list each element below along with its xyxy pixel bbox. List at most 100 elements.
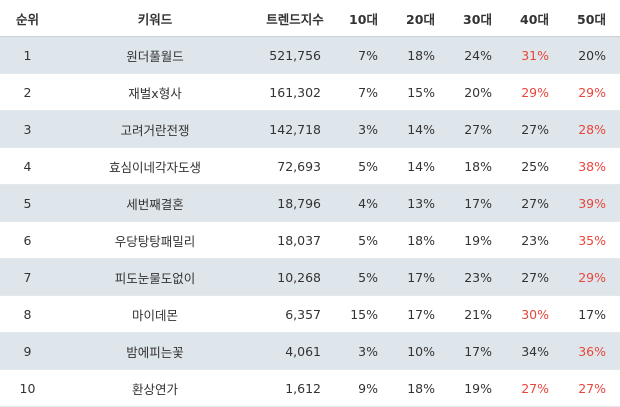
table-row: 6 우당탕탕패밀리 18,037 5% 18% 19% 23% 35% [0,221,620,259]
table-cell: 3 [0,110,55,148]
table-cell: 7% [335,73,392,111]
table-cell: 7 [0,258,55,296]
table-cell: 우당탕탕패밀리 [55,221,255,259]
table-cell: 7% [335,36,392,74]
table-cell: 28% [563,110,620,148]
table-cell: 13% [392,184,449,222]
table-cell: 2 [0,73,55,111]
table-cell: 17% [563,295,620,333]
table-cell: 마이데몬 [55,295,255,333]
table-body: 1 원더풀월드 521,756 7% 18% 24% 31% 20% 2 재벌x형사 161,302… [0,36,620,407]
table-cell: 39% [563,184,620,222]
table-cell: 20% [449,73,506,111]
table-row: 7 피도눈물도없이 10,268 5% 17% 23% 27% 29% [0,258,620,296]
table-cell: 15% [392,73,449,111]
table-row: 8 마이데몬 6,357 15% 17% 21% 30% 17% [0,295,620,333]
table-cell: 5% [335,258,392,296]
table-row: 9 밤에피는꽃 4,061 3% 10% 17% 34% 36% [0,332,620,370]
table-cell: 세번째결혼 [55,184,255,222]
table-cell: 30% [506,295,563,333]
table-cell: 4% [335,184,392,222]
table-cell: 18% [392,221,449,259]
table-cell: 31% [506,36,563,74]
table-cell: 피도눈물도없이 [55,258,255,296]
table-cell: 36% [563,332,620,370]
column-header: 순위 [0,0,55,37]
table-cell: 34% [506,332,563,370]
table-cell: 10 [0,369,55,407]
header-row: 순위 키워드 트렌드지수 10대 20대 30대 40대 50대 [0,0,620,37]
table-cell: 19% [449,221,506,259]
table-cell: 5% [335,221,392,259]
table-cell: 14% [392,147,449,185]
table-cell: 17% [449,184,506,222]
table-cell: 23% [449,258,506,296]
table-cell: 효심이네각자도생 [55,147,255,185]
table-cell: 38% [563,147,620,185]
table-cell: 18% [449,147,506,185]
table-row: 2 재벌x형사 161,302 7% 15% 20% 29% 29% [0,73,620,111]
table-cell: 6 [0,221,55,259]
table-row: 4 효심이네각자도생 72,693 5% 14% 18% 25% 38% [0,147,620,185]
table-cell: 142,718 [255,110,335,148]
table-cell: 8 [0,295,55,333]
table-cell: 밤에피는꽃 [55,332,255,370]
table-cell: 27% [506,110,563,148]
table-cell: 4 [0,147,55,185]
table-cell: 29% [563,258,620,296]
column-header: 키워드 [55,0,255,37]
table-cell: 1 [0,36,55,74]
column-header: 30대 [449,0,506,37]
table-cell: 3% [335,110,392,148]
table-cell: 5% [335,147,392,185]
table-cell: 21% [449,295,506,333]
table-cell: 4,061 [255,332,335,370]
table-cell: 고려거란전쟁 [55,110,255,148]
table-cell: 원더풀월드 [55,36,255,74]
table-cell: 18,037 [255,221,335,259]
column-header: 50대 [563,0,620,37]
table-cell: 17% [449,332,506,370]
column-header: 10대 [335,0,392,37]
table-cell: 521,756 [255,36,335,74]
column-header: 40대 [506,0,563,37]
table-cell: 18% [392,36,449,74]
table-cell: 18,796 [255,184,335,222]
table-cell: 환상연가 [55,369,255,407]
table-row: 10 환상연가 1,612 9% 18% 19% 27% 27% [0,369,620,407]
table-cell: 23% [506,221,563,259]
table-cell: 19% [449,369,506,407]
table-cell: 10,268 [255,258,335,296]
table-row: 1 원더풀월드 521,756 7% 18% 24% 31% 20% [0,36,620,74]
table-cell: 35% [563,221,620,259]
column-header: 트렌드지수 [255,0,335,37]
table-cell: 9% [335,369,392,407]
table-cell: 27% [506,184,563,222]
table-cell: 1,612 [255,369,335,407]
table-cell: 6,357 [255,295,335,333]
table-cell: 10% [392,332,449,370]
table-cell: 27% [506,258,563,296]
table-cell: 5 [0,184,55,222]
table-cell: 15% [335,295,392,333]
table-row: 3 고려거란전쟁 142,718 3% 14% 27% 27% 28% [0,110,620,148]
table-cell: 9 [0,332,55,370]
table-cell: 24% [449,36,506,74]
table-cell: 27% [563,369,620,407]
table-cell: 27% [506,369,563,407]
table-cell: 14% [392,110,449,148]
table-cell: 27% [449,110,506,148]
table-cell: 17% [392,295,449,333]
table-cell: 25% [506,147,563,185]
table-cell: 29% [563,73,620,111]
table-cell: 3% [335,332,392,370]
table-cell: 72,693 [255,147,335,185]
table-cell: 18% [392,369,449,407]
table-cell: 20% [563,36,620,74]
table-cell: 161,302 [255,73,335,111]
table-cell: 29% [506,73,563,111]
table-cell: 재벌x형사 [55,73,255,111]
column-header: 20대 [392,0,449,37]
